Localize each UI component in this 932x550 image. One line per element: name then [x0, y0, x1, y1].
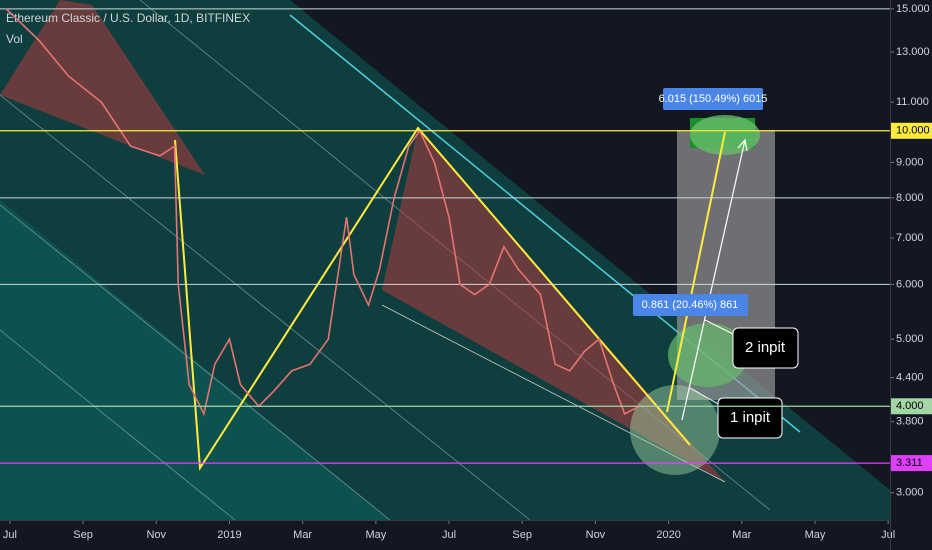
price-level-box: [891, 455, 932, 472]
x-tick-label: Jul: [442, 529, 456, 541]
y-tick-label: 9.000: [896, 156, 924, 168]
y-tick-label: 4.400: [896, 372, 924, 384]
drawings: 6.015 (150.49%) 6015 0.861 (20.46%) 861 …: [0, 0, 890, 521]
price-level-label: 4.000: [896, 400, 924, 412]
y-tick-label: 8.000: [896, 192, 924, 204]
price-level-label: 3.311: [896, 457, 923, 469]
x-tick-label: May: [805, 529, 826, 541]
channel-line: [0, 204, 391, 521]
axes: 15.000 13.000 11.000 9.000 8.000 7.000 6.000 5.…: [0, 3, 930, 541]
measure-label-box: [663, 88, 763, 110]
callout-box: [717, 397, 783, 439]
x-tick-label: Mar: [293, 529, 312, 541]
channel-line: [0, 329, 236, 521]
x-tick-label: Jul: [3, 529, 17, 541]
price-level-label: 10.000: [896, 125, 930, 137]
projection-line: [666, 131, 726, 413]
measure-label: 0.861 (20.46%) 861: [642, 299, 739, 311]
y-tick-label: 13.000: [896, 46, 930, 58]
x-tick-label: May: [365, 529, 386, 541]
volume-label: Vol: [6, 32, 23, 46]
measure-label-box: [633, 294, 748, 316]
y-tick-label: 15.000: [896, 3, 930, 15]
axis-border: [890, 0, 891, 550]
x-tick-label: Nov: [146, 529, 166, 541]
y-tick-label: 5.000: [896, 333, 924, 345]
y-tick-label: 3.800: [896, 416, 924, 428]
callout-box: [732, 327, 799, 369]
price-level-box: [891, 122, 932, 139]
arrow: [681, 139, 746, 421]
ellipse: [668, 323, 748, 387]
axis-border: [0, 520, 890, 521]
y-tick-label: 3.000: [896, 487, 924, 499]
callout-text: 1 inpit: [730, 409, 771, 426]
ellipse: [630, 385, 720, 475]
y-tick-label: 6.000: [896, 278, 924, 290]
x-tick-label: 2019: [217, 529, 241, 541]
callout-pointer: [689, 387, 721, 406]
y-tick-label: 11.000: [896, 96, 929, 108]
x-tick-label: Jul: [881, 529, 895, 541]
wedge: [382, 128, 725, 482]
wave-line: [174, 126, 691, 472]
callout-text: 2 inpit: [745, 339, 786, 356]
arrow-head: [737, 138, 748, 152]
channel-line: [0, 94, 531, 521]
price-line: [5, 8, 640, 417]
x-tick-label: Mar: [732, 529, 751, 541]
measure-label: 6.015 (150.49%) 6015: [659, 93, 768, 105]
x-tick-label: Nov: [586, 529, 606, 541]
chart-title: Ethereum Classic / U.S. Dollar, 1D, BITF…: [6, 11, 250, 25]
x-tick-label: 2020: [656, 529, 680, 541]
price-level-box: [891, 398, 932, 415]
callout-pointer: [704, 319, 736, 336]
wedge-edge: [381, 304, 726, 483]
channel-fill: [0, 200, 390, 520]
x-tick-label: Sep: [73, 529, 93, 541]
x-tick-label: Sep: [512, 529, 532, 541]
y-tick-label: 7.000: [896, 232, 924, 244]
